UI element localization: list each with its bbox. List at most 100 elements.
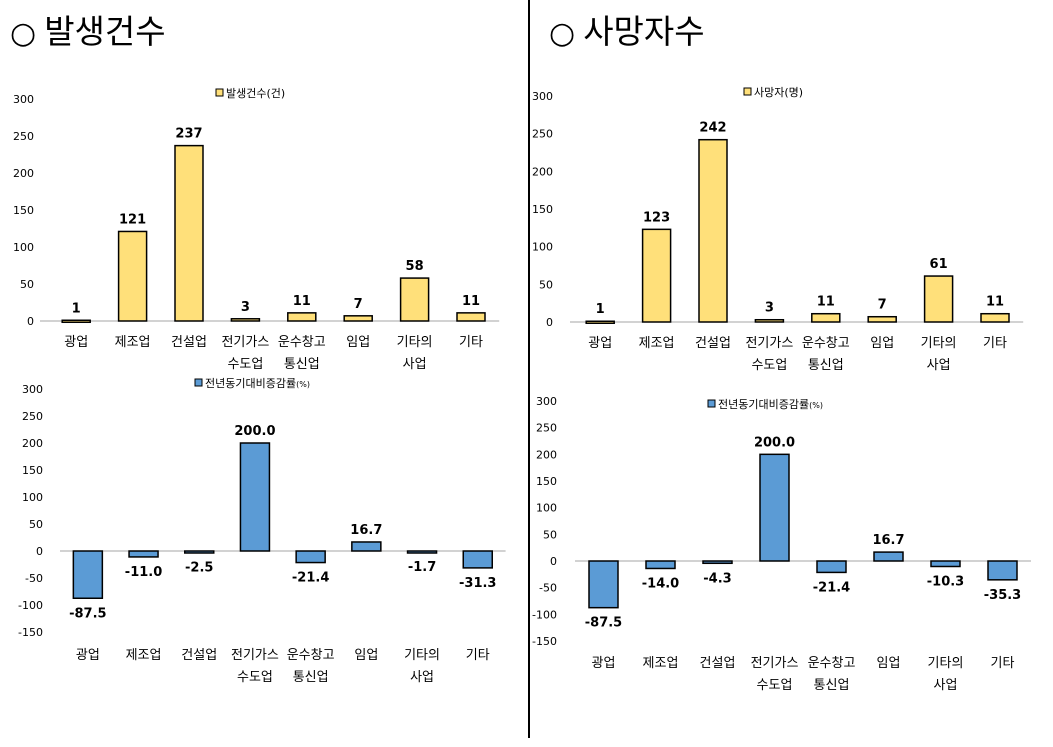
data-label: 1 xyxy=(596,302,605,317)
bar xyxy=(174,144,204,322)
category-label: 통신업 xyxy=(808,358,844,373)
category-label: 제조업 xyxy=(639,336,675,351)
bar xyxy=(239,442,271,552)
data-label: 16.7 xyxy=(872,533,904,548)
data-label: 3 xyxy=(241,300,250,315)
bar xyxy=(184,550,215,554)
y-tick-label: 50 xyxy=(543,528,557,541)
chart-occurrence-change-rate: -150 -100 -50 0 50 100 150 200 250 300 전년동기대비증감률(%… xyxy=(18,377,506,685)
bar xyxy=(811,312,841,323)
category-label: 광업 xyxy=(588,336,612,351)
y-tick-label: 0 xyxy=(27,315,34,328)
legend: 사망자(명) xyxy=(743,86,803,99)
y-tick-label: -100 xyxy=(18,599,43,612)
bar xyxy=(399,277,430,322)
category-label: 제조업 xyxy=(115,335,151,350)
data-label: 242 xyxy=(699,121,726,136)
category-label: 광업 xyxy=(64,335,88,350)
category-label: 전기가스 xyxy=(231,648,279,663)
category-label: 수도업 xyxy=(227,357,263,372)
data-label: -11.0 xyxy=(125,565,162,580)
y-tick-label: 0 xyxy=(550,555,557,568)
bar xyxy=(295,550,326,564)
bar xyxy=(980,312,1010,323)
y-tick-label: 200 xyxy=(532,165,553,178)
category-label: 임업 xyxy=(870,336,894,351)
category-label: 건설업 xyxy=(181,648,217,663)
data-label: 58 xyxy=(406,259,424,274)
category-label: 광업 xyxy=(592,656,616,671)
category-label: 건설업 xyxy=(171,335,207,350)
y-tick-label: 300 xyxy=(13,93,34,106)
data-label: -87.5 xyxy=(585,616,622,631)
y-tick-label: 50 xyxy=(20,278,34,291)
y-tick-label: -150 xyxy=(18,626,43,639)
category-label: 사업 xyxy=(934,678,958,693)
y-tick-label: 0 xyxy=(546,316,553,329)
y-tick-label: 250 xyxy=(13,130,34,143)
data-label: 11 xyxy=(293,294,311,309)
data-label: -10.3 xyxy=(927,574,964,589)
circle-bullet-icon: ○ xyxy=(10,16,37,51)
y-tick-label: 150 xyxy=(22,464,43,477)
bar xyxy=(698,138,728,323)
y-tick-label: 100 xyxy=(536,502,557,515)
legend-label: 전년동기대비증감률(%) xyxy=(718,398,823,411)
legend-label: 전년동기대비증감률(%) xyxy=(205,377,310,390)
category-label: 기타 xyxy=(459,335,483,350)
y-tick-label: 300 xyxy=(536,395,557,408)
legend: 전년동기대비증감률(%) xyxy=(194,377,310,390)
y-tick-label: 50 xyxy=(29,518,43,531)
section-title-text: 사망자수 xyxy=(583,12,705,51)
bar xyxy=(117,230,148,322)
bar xyxy=(72,550,104,599)
bar xyxy=(816,560,847,574)
data-label: -1.7 xyxy=(408,560,436,575)
data-label: -14.0 xyxy=(642,576,679,591)
data-label: -21.4 xyxy=(292,571,329,586)
legend: 발생건수(건) xyxy=(215,87,285,100)
bar xyxy=(406,550,438,554)
legend-swatch xyxy=(215,88,224,97)
y-tick-label: 150 xyxy=(536,475,557,488)
category-label: 기타의 xyxy=(397,335,433,350)
data-label: 1 xyxy=(72,301,81,316)
data-label: -35.3 xyxy=(984,588,1021,603)
section-title-deaths: ○ 사망자수 xyxy=(549,10,705,56)
category-label: 운수창고 xyxy=(287,648,335,663)
bar xyxy=(462,550,493,569)
data-label: 11 xyxy=(462,294,480,309)
category-label: 운수창고 xyxy=(278,335,326,350)
category-label: 제조업 xyxy=(126,648,162,663)
category-label: 운수창고 xyxy=(802,336,850,351)
category-label: 제조업 xyxy=(643,656,679,671)
category-label: 사업 xyxy=(403,357,427,372)
category-label: 임업 xyxy=(346,335,370,350)
data-label: 11 xyxy=(817,295,835,310)
bar xyxy=(641,228,672,323)
legend-label: 사망자(명) xyxy=(754,86,803,99)
category-label: 사업 xyxy=(410,670,434,685)
y-tick-label: 150 xyxy=(13,204,34,217)
category-label: 사업 xyxy=(927,358,951,373)
category-label: 수도업 xyxy=(751,358,787,373)
bar xyxy=(456,312,486,322)
y-tick-label: 300 xyxy=(22,383,43,396)
category-label: 통신업 xyxy=(293,670,329,685)
category-label: 기타의 xyxy=(404,648,440,663)
category-label: 임업 xyxy=(877,656,901,671)
category-label: 운수창고 xyxy=(808,656,856,671)
bar xyxy=(987,560,1018,581)
category-label: 수도업 xyxy=(757,678,793,693)
y-tick-label: 250 xyxy=(536,422,557,435)
bar xyxy=(343,315,373,322)
section-title-occurrences: ○ 발생건수 xyxy=(10,10,166,56)
legend-swatch xyxy=(743,87,752,96)
category-label: 전기가스 xyxy=(751,656,799,671)
y-tick-label: -100 xyxy=(532,608,557,621)
category-label: 기타 xyxy=(466,648,490,663)
category-label: 전기가스 xyxy=(221,335,269,350)
y-tick-label: 100 xyxy=(532,241,553,254)
bar xyxy=(930,560,961,568)
category-label: 기타의 xyxy=(921,336,957,351)
